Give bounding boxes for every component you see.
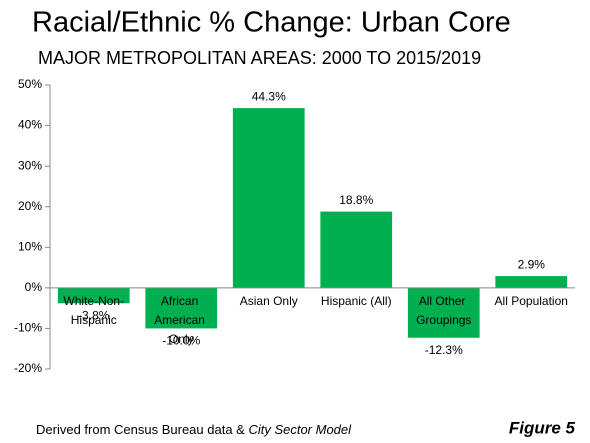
value-label: -12.3%: [425, 343, 463, 357]
bar: [57, 287, 130, 304]
x-tick-label: All Other Groupings: [416, 294, 471, 327]
x-tick-label: Asian Only: [240, 294, 298, 308]
bar: [232, 108, 305, 288]
value-label: -10.0%: [162, 334, 200, 348]
value-label: 44.3%: [252, 89, 286, 103]
y-tick-label: 40%: [18, 118, 42, 132]
y-tick-label: 20%: [18, 199, 42, 213]
source-text: Derived from Census Bureau data &: [36, 422, 248, 437]
x-tick-label: African American Only: [154, 294, 208, 346]
y-tick-label: -20%: [14, 361, 42, 375]
source-note: Derived from Census Bureau data & City S…: [36, 422, 352, 437]
x-tick-label: All Population: [495, 294, 568, 308]
y-tick-label: 0%: [25, 280, 43, 294]
bar: [495, 276, 568, 288]
y-tick-label: 10%: [18, 239, 42, 253]
bar: [407, 287, 480, 338]
source-model: City Sector Model: [248, 422, 352, 437]
value-label: -3.8%: [78, 308, 110, 322]
y-tick-label: 50%: [18, 77, 42, 91]
value-label: 18.8%: [339, 193, 373, 207]
x-tick-label: Hispanic (All): [321, 294, 392, 308]
bar: [145, 287, 218, 329]
y-tick-label: 30%: [18, 158, 42, 172]
chart-subtitle: MAJOR METROPOLITAN AREAS: 2000 TO 2015/2…: [38, 48, 481, 68]
chart-title: Racial/Ethnic % Change: Urban Core: [32, 7, 511, 39]
x-tick-label: White-Non-Hispanic: [63, 294, 124, 327]
bar: [320, 211, 393, 288]
figure-label: Figure 5: [509, 418, 576, 437]
value-label: 2.9%: [518, 257, 546, 271]
y-tick-label: -10%: [14, 321, 42, 335]
